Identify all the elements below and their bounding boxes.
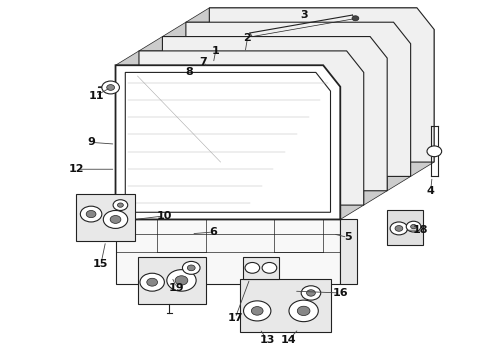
Circle shape [297, 306, 310, 316]
Circle shape [113, 200, 128, 211]
Circle shape [103, 211, 128, 228]
Polygon shape [139, 37, 370, 51]
Circle shape [245, 262, 260, 273]
Text: 16: 16 [333, 288, 348, 298]
Polygon shape [162, 37, 387, 191]
Polygon shape [209, 8, 434, 162]
Polygon shape [411, 30, 434, 176]
Polygon shape [139, 51, 364, 205]
Text: 3: 3 [300, 10, 307, 20]
Circle shape [289, 300, 318, 321]
Text: 12: 12 [69, 164, 84, 174]
Circle shape [110, 216, 121, 224]
Circle shape [411, 225, 416, 229]
Text: 7: 7 [199, 57, 207, 67]
Circle shape [406, 221, 421, 232]
Polygon shape [240, 279, 331, 332]
Circle shape [167, 270, 196, 291]
Circle shape [140, 273, 164, 291]
Polygon shape [116, 65, 340, 220]
Polygon shape [364, 58, 387, 205]
Text: 2: 2 [244, 33, 251, 43]
Text: 8: 8 [185, 67, 193, 77]
Text: 6: 6 [209, 227, 217, 237]
Polygon shape [125, 72, 331, 212]
Text: 1: 1 [212, 46, 220, 56]
Polygon shape [76, 194, 135, 241]
Polygon shape [186, 8, 417, 22]
Text: 18: 18 [413, 225, 429, 235]
Circle shape [427, 146, 441, 157]
Circle shape [395, 226, 403, 231]
Polygon shape [340, 220, 357, 284]
Text: 15: 15 [93, 259, 109, 269]
Circle shape [390, 222, 408, 235]
Circle shape [352, 16, 359, 21]
Polygon shape [387, 211, 423, 244]
Circle shape [262, 262, 277, 273]
Polygon shape [340, 72, 364, 220]
Circle shape [102, 81, 120, 94]
Text: 4: 4 [427, 186, 435, 196]
Circle shape [187, 265, 195, 271]
Text: 19: 19 [169, 283, 184, 293]
Circle shape [244, 301, 271, 321]
Circle shape [182, 261, 200, 274]
Text: 13: 13 [259, 334, 275, 345]
Polygon shape [186, 22, 411, 176]
Text: 5: 5 [344, 232, 351, 242]
Polygon shape [162, 22, 393, 37]
Circle shape [86, 211, 96, 218]
Text: 10: 10 [157, 211, 172, 221]
Circle shape [307, 290, 316, 296]
Circle shape [175, 276, 188, 285]
Polygon shape [387, 44, 411, 191]
Text: 14: 14 [281, 334, 297, 345]
Circle shape [301, 286, 321, 300]
Circle shape [107, 85, 115, 90]
Polygon shape [116, 51, 346, 65]
Text: 11: 11 [88, 91, 104, 101]
Polygon shape [138, 257, 206, 304]
Circle shape [147, 278, 158, 286]
Circle shape [80, 206, 102, 222]
Text: 9: 9 [87, 138, 95, 147]
Polygon shape [243, 257, 279, 279]
Circle shape [118, 203, 123, 207]
Circle shape [251, 307, 263, 315]
Polygon shape [116, 220, 340, 284]
Text: 17: 17 [227, 313, 243, 323]
